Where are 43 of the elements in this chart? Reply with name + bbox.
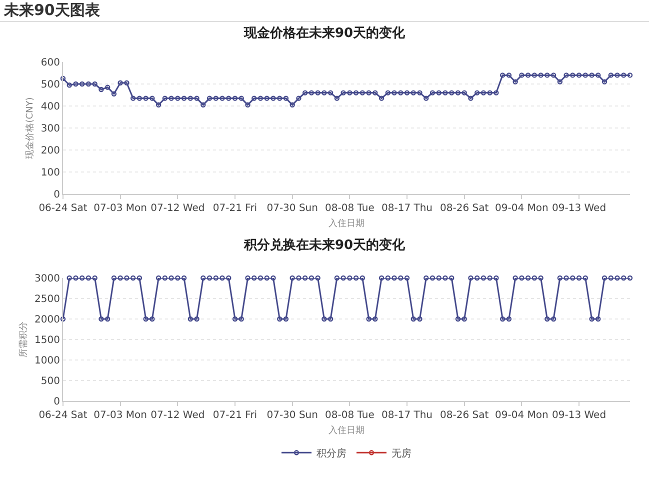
y-tick-label: 0 (54, 396, 60, 408)
y-axis-title: 所需积分 (18, 322, 29, 358)
x-tick-label: 09-04 Mon (495, 410, 548, 421)
x-tick-label: 07-30 Sun (266, 410, 318, 421)
legend-label: 积分房 (316, 448, 346, 460)
y-axis-title: 现金价格(CNY) (24, 97, 36, 159)
y-tick-label: 3000 (34, 274, 60, 284)
y-tick-label: 2000 (34, 314, 60, 326)
x-tick-label: 08-17 Thu (382, 410, 433, 421)
y-tick-label: 500 (40, 376, 60, 387)
x-tick-label: 07-03 Mon (94, 203, 148, 214)
text: 未来90天图表 (4, 0, 100, 21)
y-tick-label: 1500 (34, 335, 60, 346)
chart-title: 积分兑换在未来90天的变化 (242, 237, 406, 254)
chart-title: 现金价格在未来90天的变化 (242, 25, 406, 42)
x-tick-label: 07-12 Wed (150, 410, 205, 421)
x-tick-label: 09-13 Wed (552, 410, 606, 421)
y-tick-label: 100 (40, 168, 60, 178)
x-tick-label: 07-12 Wed (150, 203, 205, 214)
x-tick-label: 08-26 Sat (440, 410, 489, 421)
x-tick-label: 06-24 Sat (38, 410, 88, 421)
x-tick-label: 08-26 Sat (440, 203, 489, 214)
y-tick-label: 300 (40, 124, 60, 134)
y-tick-label: 600 (40, 58, 60, 68)
y-tick-label: 200 (40, 146, 60, 156)
legend-label: 无房 (392, 448, 412, 460)
x-tick-label: 07-03 Mon (94, 410, 148, 421)
y-tick-label: 500 (40, 80, 60, 90)
x-axis-title: 入住日期 (328, 424, 364, 436)
x-tick-label: 07-30 Sun (266, 203, 318, 214)
x-tick-label: 09-13 Wed (552, 203, 606, 214)
y-tick-label: 2500 (34, 294, 60, 305)
x-axis-title: 入住日期 (328, 218, 364, 229)
y-tick-label: 1000 (34, 356, 60, 366)
x-tick-label: 09-04 Mon (495, 203, 548, 214)
x-tick-label: 08-08 Tue (325, 410, 374, 421)
x-tick-label: 07-21 Fri (212, 410, 258, 421)
x-tick-label: 08-08 Tue (325, 203, 374, 214)
x-tick-label: 06-24 Sat (38, 203, 88, 214)
x-tick-label: 07-21 Fri (212, 203, 258, 214)
y-tick-label: 0 (54, 190, 60, 200)
y-tick-label: 400 (40, 102, 60, 112)
x-tick-label: 08-17 Thu (382, 203, 433, 214)
